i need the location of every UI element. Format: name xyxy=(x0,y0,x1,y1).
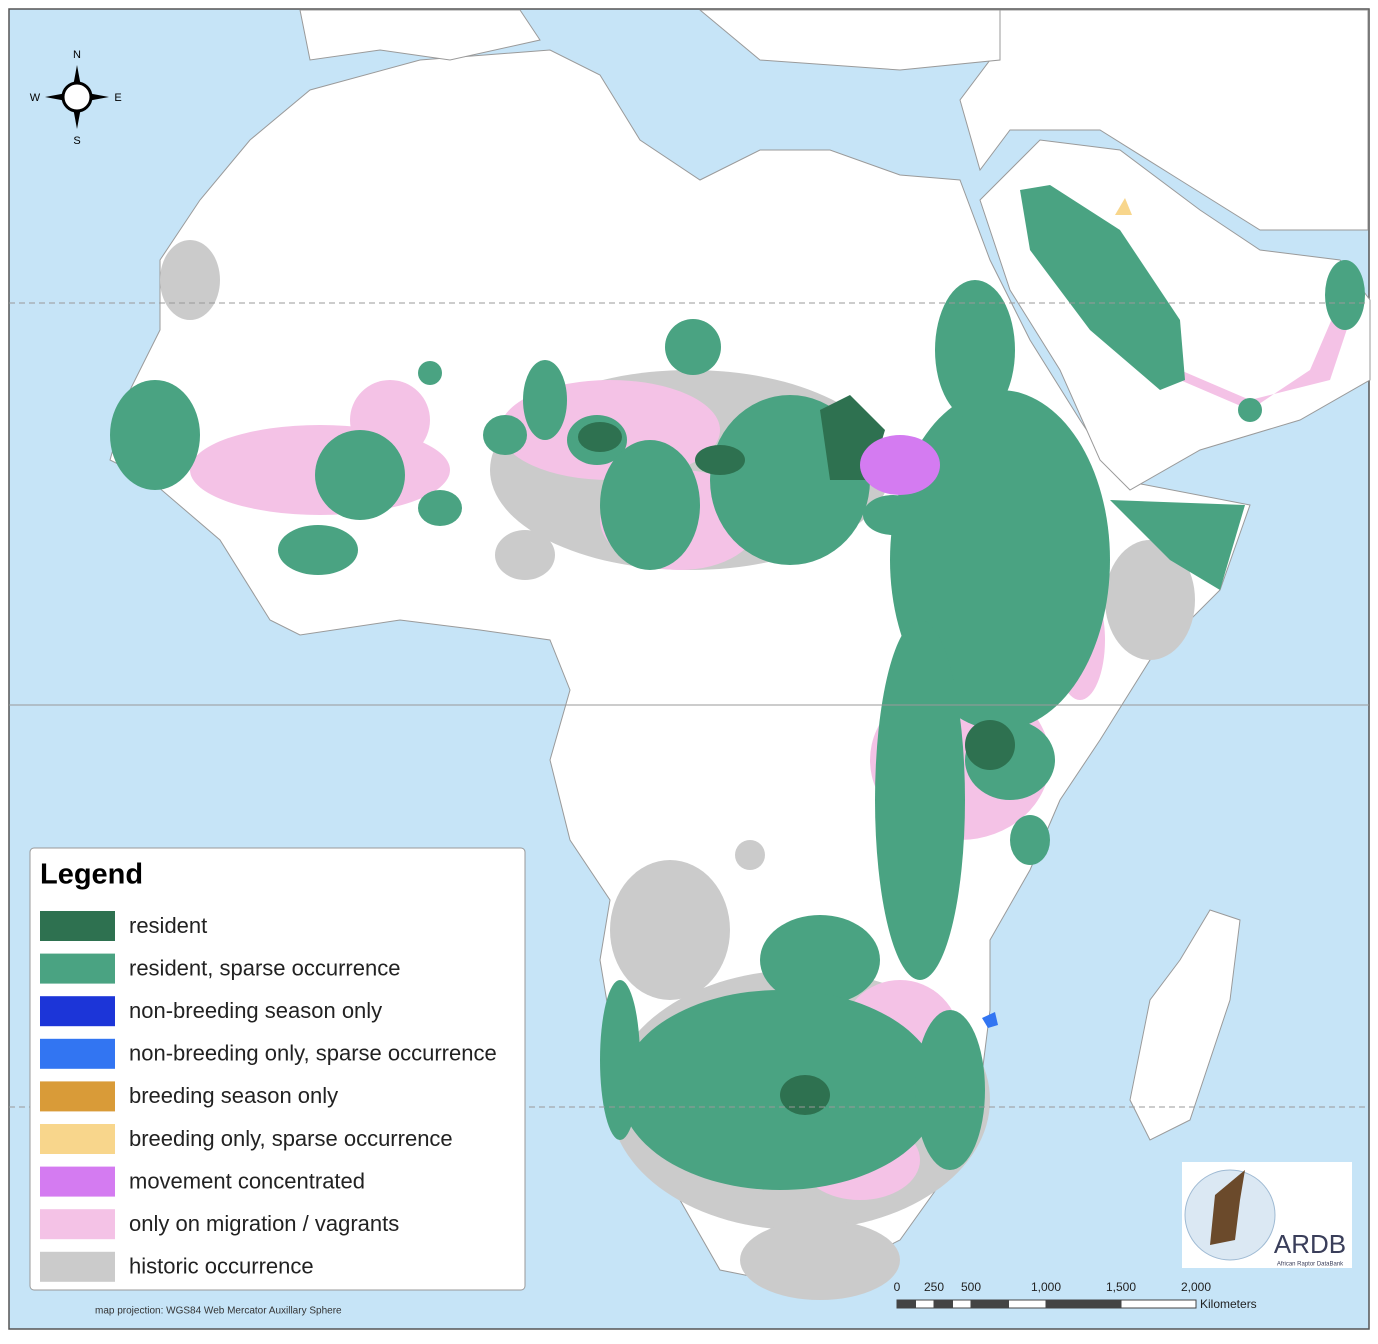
turkey-greece xyxy=(698,9,1001,71)
scale-unit: Kilometers xyxy=(1200,1297,1257,1311)
range-area xyxy=(1325,260,1365,330)
legend-label: resident xyxy=(129,913,207,938)
madagascar xyxy=(1129,909,1241,1141)
legend-box xyxy=(29,847,526,1291)
range-area xyxy=(600,980,640,1140)
range-area xyxy=(418,361,442,385)
legend-swatch xyxy=(40,1081,115,1112)
legend-swatch xyxy=(40,911,115,941)
compass-label: N xyxy=(73,49,81,61)
range-area xyxy=(735,840,765,870)
range-area xyxy=(160,240,220,320)
range-area xyxy=(523,360,567,440)
scale-segment xyxy=(970,1299,1009,1309)
scale-label: 1,000 xyxy=(1031,1280,1061,1294)
legend-swatch xyxy=(40,953,115,984)
resident-sparse-range xyxy=(110,185,1365,1190)
legend-label: historic occurrence xyxy=(129,1254,314,1279)
legend-swatch xyxy=(40,996,115,1027)
range-area xyxy=(578,422,622,452)
scale-segment xyxy=(1045,1299,1122,1309)
legend: Legend resident resident, sparse occurren… xyxy=(29,847,526,1291)
legend-label: non-breeding season only xyxy=(129,998,382,1023)
range-area xyxy=(1105,540,1195,660)
scale-segment xyxy=(933,1299,953,1309)
legend-title: Legend xyxy=(40,859,143,891)
scale-segment xyxy=(1120,1299,1197,1309)
scale-label: 250 xyxy=(924,1280,944,1294)
projection-note: map projection: WGS84 Web Mercator Auxil… xyxy=(95,1306,342,1317)
logo-name: ARDB xyxy=(1274,1229,1346,1259)
range-area xyxy=(1020,185,1185,390)
range-area xyxy=(1238,398,1262,422)
range-area xyxy=(875,620,965,980)
range-area xyxy=(495,530,555,580)
range-area xyxy=(890,390,1110,730)
legend-swatch xyxy=(40,1166,115,1197)
range-area xyxy=(740,1220,900,1300)
range-area xyxy=(665,319,721,375)
range-area xyxy=(982,1012,998,1028)
scale-bar: 0 250 500 1,000 1,500 2,000 Kilometers xyxy=(894,1280,1257,1311)
scale-label: 0 xyxy=(894,1280,901,1294)
compass-ring xyxy=(61,81,93,113)
iberia xyxy=(299,9,541,61)
logo-subtitle: African Raptor DataBank xyxy=(1277,1262,1344,1268)
legend-swatch xyxy=(40,1124,115,1154)
legend-label: breeding season only xyxy=(129,1083,338,1108)
middle-east xyxy=(959,9,1369,231)
scale-segment xyxy=(1008,1299,1047,1309)
range-area xyxy=(965,720,1015,770)
range-area xyxy=(315,430,405,520)
range-area xyxy=(600,440,700,570)
range-area xyxy=(1110,500,1245,590)
range-area xyxy=(860,435,940,495)
legend-swatch xyxy=(40,1038,115,1069)
legend-swatch xyxy=(40,1251,115,1282)
range-area xyxy=(620,990,940,1190)
scale-segment xyxy=(915,1299,935,1309)
legend-swatch xyxy=(40,1209,115,1240)
range-area xyxy=(915,1010,985,1170)
compass-label: W xyxy=(30,92,41,104)
range-area xyxy=(418,490,462,526)
range-area xyxy=(1010,815,1050,865)
range-area xyxy=(110,380,200,490)
logo: ARDB African Raptor DataBank xyxy=(1182,1162,1352,1268)
compass-label: E xyxy=(114,92,121,104)
legend-label: movement concentrated xyxy=(129,1168,365,1193)
compass: N S W E xyxy=(30,49,122,147)
legend-label: only on migration / vagrants xyxy=(129,1211,399,1236)
range-area xyxy=(278,525,358,575)
range-area xyxy=(1115,198,1132,215)
range-area xyxy=(780,1075,830,1115)
range-area xyxy=(695,445,745,475)
range-area xyxy=(610,860,730,1000)
range-area xyxy=(483,415,527,455)
compass-label: S xyxy=(73,135,80,147)
legend-label: non-breeding only, sparse occurrence xyxy=(129,1041,497,1066)
range-area xyxy=(935,280,1015,420)
scale-label: 2,000 xyxy=(1181,1280,1211,1294)
range-area xyxy=(760,915,880,1005)
legend-label: breeding only, sparse occurrence xyxy=(129,1126,453,1151)
scale-label: 500 xyxy=(961,1280,981,1294)
scale-label: 1,500 xyxy=(1106,1280,1136,1294)
scale-segment xyxy=(896,1299,916,1309)
scale-segment xyxy=(952,1299,972,1309)
logo-bird xyxy=(1210,1170,1245,1245)
legend-label: resident, sparse occurrence xyxy=(129,955,400,980)
range-area xyxy=(1180,300,1350,410)
